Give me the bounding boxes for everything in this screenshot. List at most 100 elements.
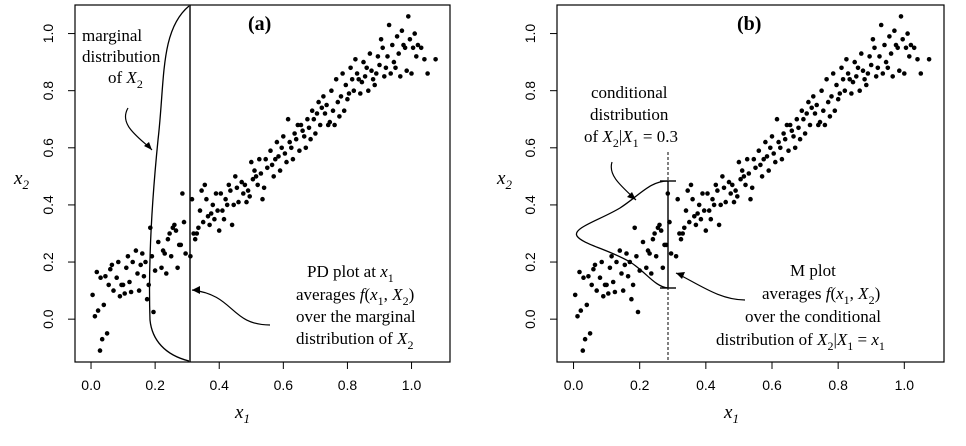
data-point <box>837 91 843 96</box>
data-point <box>220 208 225 213</box>
data-point <box>378 37 384 42</box>
x-tick-label: 0.4 <box>209 377 229 393</box>
data-point <box>911 45 917 51</box>
x-tick-label: 0.8 <box>338 377 358 393</box>
data-point <box>374 71 379 76</box>
data-point <box>290 156 296 162</box>
data-point <box>279 145 285 151</box>
data-point <box>710 196 715 202</box>
data-point <box>287 139 293 145</box>
data-point <box>581 275 586 281</box>
data-point <box>696 202 702 208</box>
data-point <box>213 191 219 196</box>
data-point <box>849 91 854 96</box>
data-point <box>268 148 273 153</box>
data-point <box>415 42 421 48</box>
data-point <box>599 259 604 265</box>
data-point <box>835 96 841 102</box>
data-point <box>794 116 800 122</box>
data-point <box>890 74 895 79</box>
data-point <box>751 156 757 162</box>
data-point <box>801 116 806 122</box>
data-point <box>617 248 623 253</box>
data-point <box>178 242 184 248</box>
data-point <box>796 125 801 131</box>
data-point <box>693 222 699 228</box>
data-point <box>111 288 116 293</box>
data-point <box>878 22 884 28</box>
data-point <box>172 222 177 228</box>
data-point <box>640 239 646 245</box>
y-tick-label: 0.4 <box>522 195 538 215</box>
data-point <box>289 145 294 151</box>
data-point <box>192 236 198 242</box>
data-point <box>903 45 909 51</box>
data-point <box>303 145 309 151</box>
data-point <box>372 82 378 88</box>
data-point <box>799 108 805 113</box>
data-point <box>241 191 246 196</box>
data-point <box>822 122 828 128</box>
data-point <box>293 136 299 142</box>
data-point <box>700 191 705 196</box>
data-point <box>586 274 591 279</box>
data-point <box>609 253 614 259</box>
data-point <box>250 176 256 182</box>
m-label-line2: averages f(x1, X2) <box>762 284 880 307</box>
data-point <box>880 71 886 76</box>
data-point <box>297 148 302 153</box>
data-point <box>781 131 786 136</box>
x-axis-label-a: x1 <box>234 402 250 426</box>
data-point <box>859 51 864 56</box>
data-point <box>242 182 248 188</box>
data-point <box>146 282 151 288</box>
data-point <box>748 196 753 202</box>
ticks-b: 0.0 0.2 0.4 0.6 0.8 1.0 0.0 0.2 0.4 0.6 0.8 1.0 <box>522 24 914 393</box>
data-point <box>834 82 839 88</box>
data-point <box>687 219 692 225</box>
data-point <box>807 122 813 128</box>
ticks-a: 0.0 0.2 0.4 0.6 0.8 1.0 0.0 0.2 0.4 0.6 0.8 1.0 <box>40 24 421 393</box>
data-point <box>786 148 791 153</box>
data-point <box>205 214 211 219</box>
data-point <box>587 331 593 336</box>
data-point <box>883 59 889 65</box>
data-point <box>345 96 350 102</box>
data-point <box>902 71 907 76</box>
data-point <box>806 99 811 105</box>
data-point <box>349 77 355 82</box>
data-point <box>309 108 315 113</box>
data-point <box>774 116 780 122</box>
data-point <box>620 288 626 293</box>
data-point <box>247 194 252 199</box>
data-point <box>572 292 578 298</box>
data-point <box>769 134 775 139</box>
data-point <box>716 222 722 228</box>
data-point <box>433 57 438 62</box>
data-point <box>208 211 214 216</box>
data-point <box>749 185 755 191</box>
data-point <box>657 222 662 228</box>
panel-label-a: (a) <box>248 13 271 35</box>
data-point <box>335 99 341 105</box>
data-point <box>269 162 275 168</box>
y-tick-label: 0.0 <box>522 309 538 329</box>
data-point <box>133 248 139 253</box>
data-point <box>768 145 773 151</box>
data-point <box>260 196 265 202</box>
data-point <box>731 199 737 205</box>
data-point <box>791 134 796 139</box>
data-point <box>337 114 342 119</box>
data-point <box>181 219 187 225</box>
data-point <box>766 168 771 173</box>
data-point <box>647 251 652 256</box>
data-point <box>308 136 313 142</box>
data-point <box>594 288 599 293</box>
data-point <box>589 282 594 288</box>
data-point <box>252 168 257 173</box>
data-point <box>180 191 185 196</box>
data-point <box>364 65 370 71</box>
m-arrow-head <box>676 272 685 279</box>
data-point <box>840 77 846 82</box>
